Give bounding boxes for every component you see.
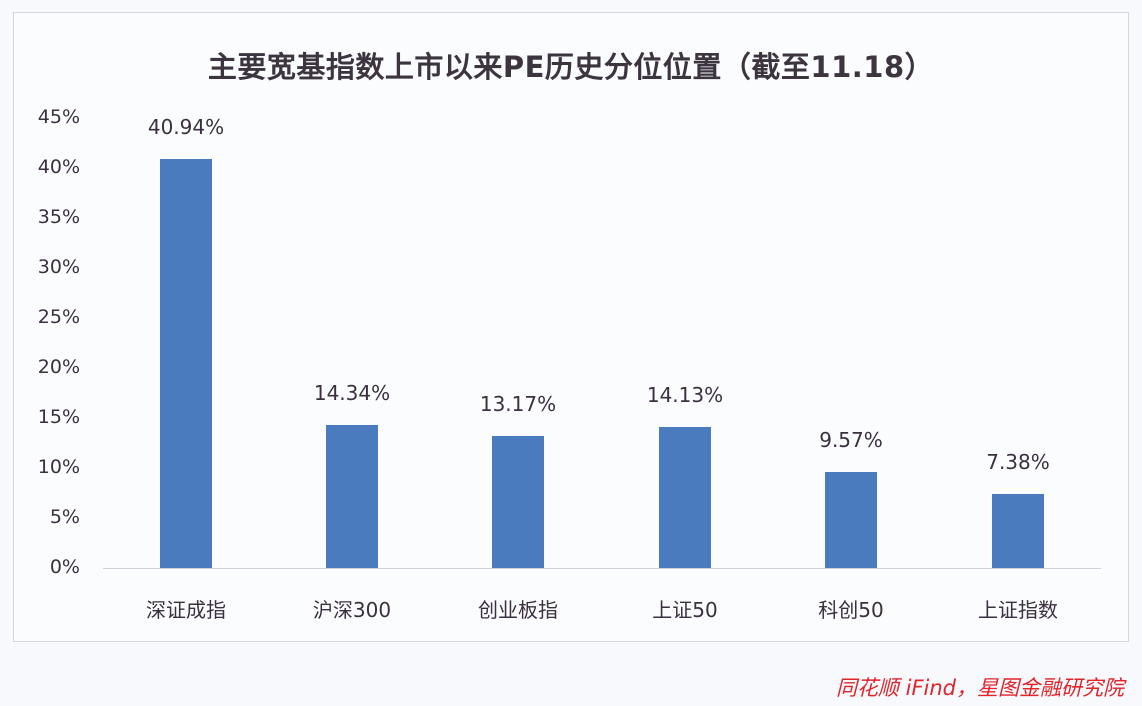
y-tick-label: 5% [49,506,80,528]
x-category-label: 深证成指 [146,598,226,622]
bar [160,158,212,568]
y-tick-label: 35% [37,206,80,228]
bar [492,436,544,568]
y-tick-label: 20% [37,356,80,378]
y-tick-label: 45% [37,106,80,128]
data-label: 40.94% [147,114,225,139]
y-tick-label: 25% [37,306,80,328]
bar [659,426,711,568]
data-label: 9.57% [819,428,883,453]
data-label: 14.34% [313,380,391,405]
x-axis-line [103,568,1101,569]
source-note: 同花顺 iFind，星图金融研究院 [835,676,1124,700]
data-label: 13.17% [479,392,557,417]
x-category-label: 创业板指 [478,598,558,622]
bar [825,472,877,568]
data-label: 14.13% [646,382,724,407]
data-label: 7.38% [986,450,1050,475]
chart-title: 主要宽基指数上市以来PE历史分位位置（截至11.18） [207,50,935,84]
y-tick-label: 40% [37,156,80,178]
y-tick-label: 30% [37,256,80,278]
y-tick-label: 0% [49,556,80,578]
y-tick-label: 15% [37,406,80,428]
bar [326,424,378,568]
x-category-label: 科创50 [818,598,884,622]
x-category-label: 上证50 [652,598,718,622]
bar [992,494,1044,568]
x-category-label: 上证指数 [978,598,1058,622]
y-tick-label: 10% [37,456,80,478]
x-category-label: 沪深300 [312,598,392,622]
